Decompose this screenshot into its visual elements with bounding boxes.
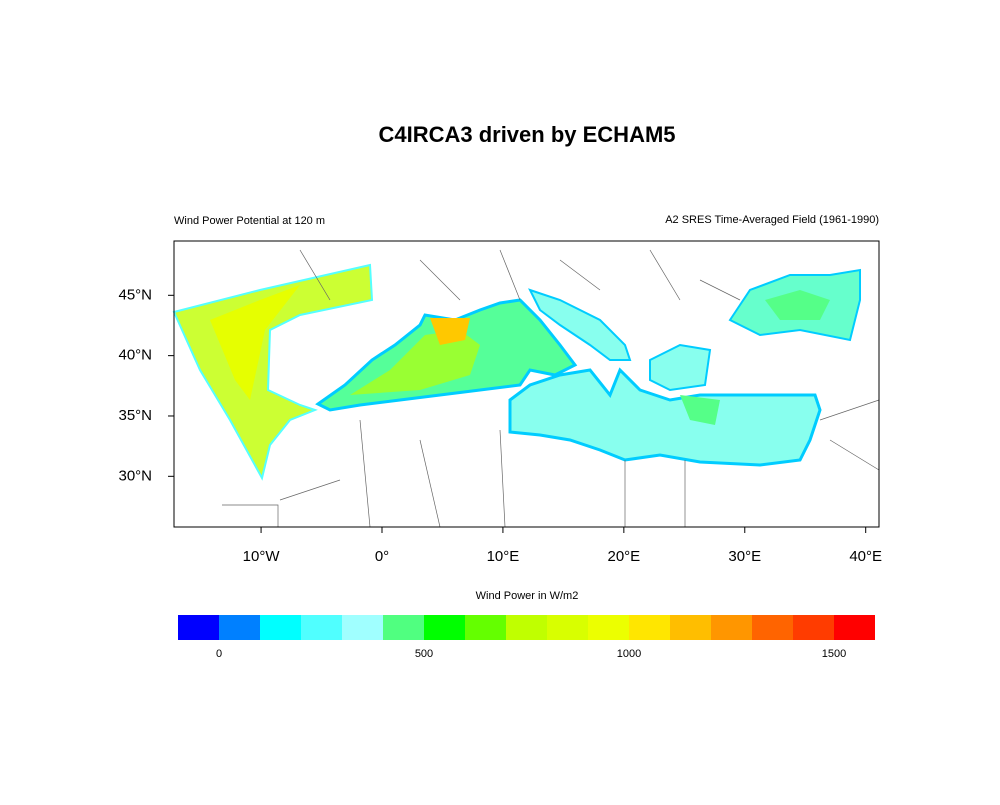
black-sea-high: [765, 290, 830, 320]
colorbar-box: [260, 615, 301, 640]
colorbar-box: [506, 615, 547, 640]
colorbar-tick-label: 1000: [617, 648, 641, 660]
west-med-high: [350, 330, 480, 395]
title: C4IRCA3 driven by ECHAM5: [378, 122, 675, 147]
colorbar-box: [383, 615, 424, 640]
subtitle-left: Wind Power Potential at 120 m: [174, 215, 325, 227]
colorbar-box: [752, 615, 793, 640]
map-field: [172, 240, 880, 528]
atlantic-high: [210, 285, 300, 400]
x-tick-label: 40°E: [849, 548, 882, 565]
y-tick-label: 35°N: [118, 407, 152, 424]
colorbar-box: [342, 615, 383, 640]
x-tick-label: 30°E: [728, 548, 761, 565]
colorbar-box: [711, 615, 752, 640]
colorbar-box: [178, 615, 219, 640]
x-tick-label: 20°E: [607, 548, 640, 565]
east-med-field: [508, 367, 822, 467]
colorbar-box: [588, 615, 629, 640]
colorbar-box: [834, 615, 875, 640]
colorbar-title: Wind Power in W/m2: [476, 590, 579, 602]
colorbar-box: [465, 615, 506, 640]
colorbar-box: [301, 615, 342, 640]
subtitle-right: A2 SRES Time-Averaged Field (1961-1990): [665, 214, 879, 226]
colorbar-box: [629, 615, 670, 640]
y-tick-label: 45°N: [118, 286, 152, 303]
adriatic-field: [528, 288, 632, 361]
colorbar-box: [424, 615, 465, 640]
colorbar-box: [547, 615, 588, 640]
colorbar-box: [670, 615, 711, 640]
x-tick-label: 10°W: [243, 548, 281, 565]
east-med-high: [680, 395, 720, 425]
border-lines: [222, 249, 880, 528]
colorbar-box: [793, 615, 834, 640]
gulf-of-lion-high: [430, 318, 470, 345]
map-frame: [173, 240, 880, 528]
aegean-field: [649, 343, 712, 392]
x-tick-label: 0°: [375, 548, 389, 565]
x-tick-label: 10°E: [487, 548, 520, 565]
y-tick-label: 40°N: [118, 347, 152, 364]
colorbar-box: [219, 615, 260, 640]
colorbar-tick-label: 500: [415, 648, 433, 660]
y-tick-label: 30°N: [118, 467, 152, 484]
colorbar-tick-label: 1500: [822, 648, 846, 660]
colorbar-tick-label: 0: [216, 648, 222, 660]
